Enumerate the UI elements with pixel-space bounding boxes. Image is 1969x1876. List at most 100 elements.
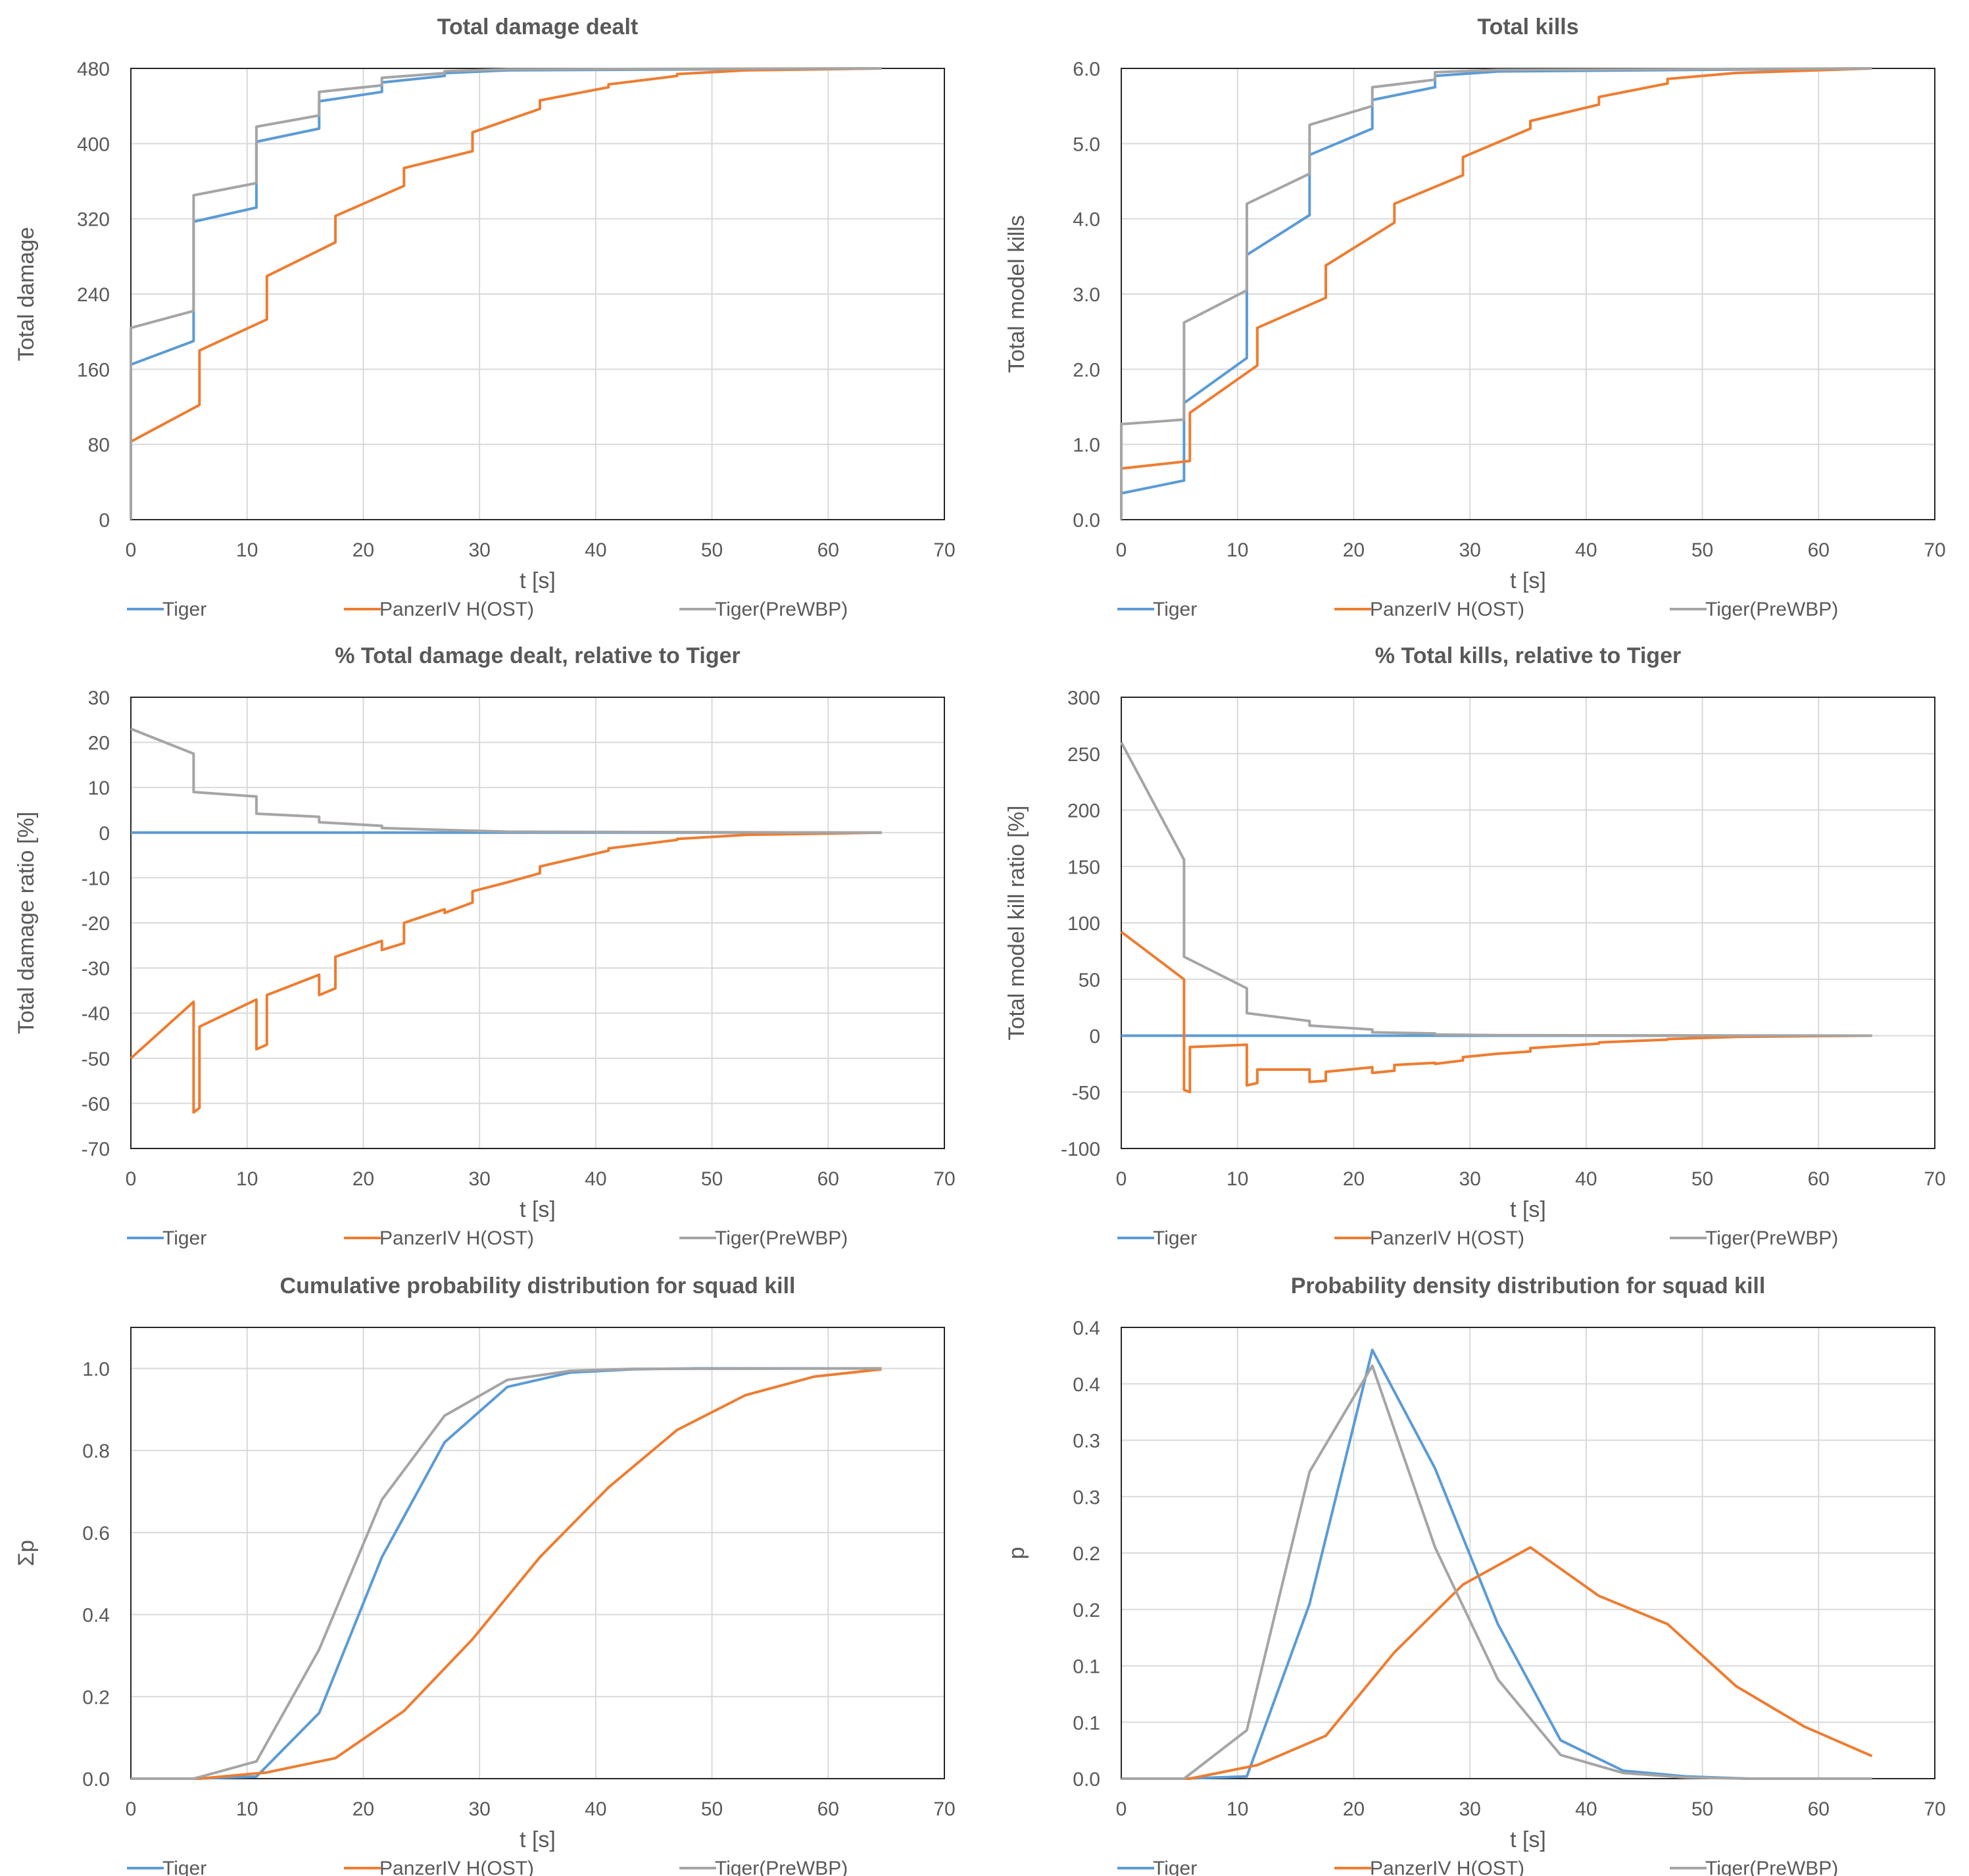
x-tick-label: 40 — [1575, 539, 1597, 561]
x-tick-label: 30 — [468, 1168, 490, 1190]
series-line-panzeriv-h-ost — [130, 831, 882, 1114]
y-tick-label: -10 — [82, 868, 110, 889]
y-tick-label: 0.3 — [1073, 1431, 1100, 1452]
series-line-tiger-prewbp — [1120, 67, 1872, 520]
x-tick-label: 50 — [701, 539, 723, 561]
y-tick-label: 0.2 — [82, 1687, 110, 1708]
y-tick-label: 0.3 — [1073, 1487, 1100, 1508]
y-tick-label: 20 — [88, 733, 110, 754]
plot-area — [1121, 1327, 1935, 1779]
x-tick-label: 70 — [1924, 539, 1945, 561]
series-line-tiger-prewbp — [1120, 741, 1872, 1037]
legend-label-panzeriv-h-ost: PanzerIV H(OST) — [379, 599, 534, 620]
x-tick-label: 20 — [1343, 1168, 1365, 1190]
legend-label-tiger-prewbp: Tiger(PreWBP) — [715, 1858, 848, 1876]
y-tick-label: 4.0 — [1073, 209, 1100, 231]
plot-area — [1121, 68, 1935, 520]
series-line-panzeriv-h-ost — [1120, 931, 1872, 1094]
y-tick-label: 0.4 — [1073, 1374, 1100, 1396]
y-tick-label: 0.1 — [1073, 1712, 1100, 1734]
legend-label-tiger: Tiger — [1153, 1858, 1197, 1876]
x-tick-label: 30 — [468, 539, 490, 561]
x-tick-label: 0 — [126, 1798, 137, 1820]
y-tick-label: 0 — [99, 823, 110, 845]
x-tick-label: 50 — [1691, 539, 1713, 561]
y-tick-label: 80 — [88, 435, 110, 457]
y-tick-label: 250 — [1067, 744, 1100, 766]
y-tick-label: -70 — [82, 1139, 110, 1160]
x-tick-label: 70 — [1924, 1798, 1945, 1820]
x-tick-label: 50 — [1691, 1168, 1713, 1190]
y-tick-label: 0 — [1089, 1026, 1100, 1048]
legend-label-panzeriv-h-ost: PanzerIV H(OST) — [379, 1858, 534, 1876]
plot-area — [1121, 697, 1935, 1149]
legend-label-panzeriv-h-ost: PanzerIV H(OST) — [1370, 1858, 1524, 1876]
x-axis-title: t [s] — [520, 1197, 556, 1222]
x-tick-label: 20 — [1343, 539, 1365, 561]
legend-label-tiger-prewbp: Tiger(PreWBP) — [1705, 1858, 1838, 1876]
chart-panel-4: 0 10 20 30 40 50 60 70 -100 -50 0 50 100 150 200 250 300… — [1004, 643, 1946, 1249]
legend-label-tiger: Tiger — [162, 1858, 207, 1876]
y-tick-label: 0.0 — [1073, 510, 1100, 531]
series-line-tiger-prewbp — [131, 1367, 882, 1780]
x-tick-label: 20 — [352, 1798, 374, 1820]
y-tick-label: 0.0 — [1073, 1769, 1100, 1790]
y-tick-label: -40 — [82, 1003, 110, 1025]
x-tick-label: 70 — [933, 1798, 955, 1820]
chart-title: Total kills — [1477, 14, 1578, 39]
x-axis-title: t [s] — [520, 1827, 556, 1852]
x-tick-label: 50 — [1691, 1798, 1713, 1820]
legend-label-tiger: Tiger — [162, 1227, 207, 1249]
y-tick-label: 0.0 — [82, 1769, 110, 1790]
x-tick-label: 40 — [1575, 1798, 1597, 1820]
chart-title: % Total kills, relative to Tiger — [1375, 643, 1681, 668]
x-tick-label: 40 — [1575, 1168, 1597, 1190]
legend-label-tiger: Tiger — [1153, 599, 1197, 620]
x-axis-title: t [s] — [1510, 1827, 1546, 1852]
plot-area — [130, 1327, 945, 1779]
y-tick-label: 150 — [1067, 856, 1100, 878]
legend-label-tiger-prewbp: Tiger(PreWBP) — [715, 1227, 848, 1249]
x-tick-label: 0 — [1116, 1798, 1127, 1820]
y-axis-title: p — [1004, 1547, 1029, 1560]
series-line-panzeriv-h-ost — [130, 67, 882, 443]
x-tick-label: 10 — [236, 1168, 258, 1190]
chart-title: Cumulative probability distribution for … — [280, 1273, 796, 1298]
y-tick-label: -50 — [1072, 1082, 1100, 1104]
y-tick-label: 0.4 — [82, 1605, 110, 1627]
y-axis-title: Σp — [14, 1540, 39, 1566]
y-tick-label: 1.0 — [82, 1358, 110, 1380]
y-axis-title: Total damage ratio [%] — [14, 812, 39, 1034]
x-tick-label: 30 — [1459, 1168, 1480, 1190]
series-line-panzeriv-h-ost — [1121, 67, 1872, 470]
y-tick-label: 480 — [77, 59, 110, 80]
legend-label-tiger: Tiger — [1153, 1227, 1197, 1249]
legend-label-tiger-prewbp: Tiger(PreWBP) — [1705, 599, 1838, 620]
series-line-tiger — [131, 1367, 882, 1780]
y-tick-label: 200 — [1067, 801, 1100, 822]
x-tick-label: 0 — [1116, 1168, 1127, 1190]
y-tick-label: 3.0 — [1073, 284, 1100, 306]
y-tick-label: 1.0 — [1073, 435, 1100, 457]
y-tick-label: 0.2 — [1073, 1543, 1100, 1565]
y-tick-label: -100 — [1061, 1139, 1100, 1160]
series-line-tiger — [1121, 1348, 1872, 1780]
series-line-panzeriv-h-ost — [1121, 1546, 1873, 1780]
chart-title: % Total damage dealt, relative to Tiger — [335, 643, 741, 668]
x-tick-label: 10 — [1227, 1798, 1248, 1820]
y-tick-label: 30 — [88, 687, 110, 709]
y-tick-label: 300 — [1067, 687, 1100, 709]
legend-label-tiger: Tiger — [162, 599, 207, 620]
y-tick-label: 5.0 — [1073, 134, 1100, 155]
legend-label-panzeriv-h-ost: PanzerIV H(OST) — [379, 1227, 534, 1249]
y-tick-label: 0.4 — [1073, 1318, 1100, 1339]
series-line-tiger-prewbp — [130, 67, 882, 520]
x-tick-label: 0 — [126, 539, 137, 561]
chart-panel-5: 0 10 20 30 40 50 60 70 0.0 0.2 0.4 0.6 0.8 1.0 Cumulat… — [14, 1273, 956, 1876]
y-tick-label: 320 — [77, 209, 110, 231]
y-tick-label: 0.8 — [82, 1441, 110, 1462]
y-tick-label: 50 — [1079, 970, 1100, 991]
y-tick-label: 160 — [77, 359, 110, 381]
chart-title: Probability density distribution for squ… — [1291, 1273, 1766, 1298]
legend-label-panzeriv-h-ost: PanzerIV H(OST) — [1370, 599, 1524, 620]
